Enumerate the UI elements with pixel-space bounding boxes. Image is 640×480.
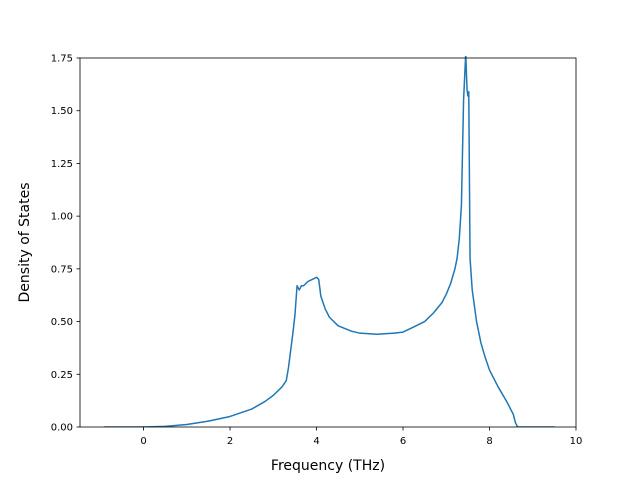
y-tick-label: 1.25 [51, 159, 73, 170]
y-tick-label: 0.50 [51, 317, 73, 328]
y-tick-label: 1.75 [51, 54, 73, 65]
y-tick-label: 0.25 [51, 370, 73, 381]
axes-frame [79, 57, 577, 428]
x-axis-label: Frequency (THz) [271, 458, 385, 474]
x-tick-label: 0 [140, 436, 146, 447]
y-tick-label: 1.00 [51, 212, 73, 223]
x-tick-label: 10 [570, 436, 583, 447]
y-axis-label: Density of States [17, 183, 33, 303]
y-axis-ticks: 0.00 0.25 0.50 0.75 1.00 1.25 1.50 1.75 [51, 54, 80, 434]
y-tick-label: 1.50 [51, 106, 73, 117]
x-tick-label: 4 [313, 436, 319, 447]
dos-series-line [103, 56, 556, 427]
x-tick-label: 6 [400, 436, 406, 447]
y-tick-label: 0.75 [51, 264, 73, 275]
y-tick-label: 0.00 [51, 423, 73, 434]
plot-area [103, 56, 556, 427]
x-axis-ticks: 0 2 4 6 8 10 [140, 427, 582, 447]
x-tick-label: 2 [227, 436, 233, 447]
x-tick-label: 8 [486, 436, 492, 447]
